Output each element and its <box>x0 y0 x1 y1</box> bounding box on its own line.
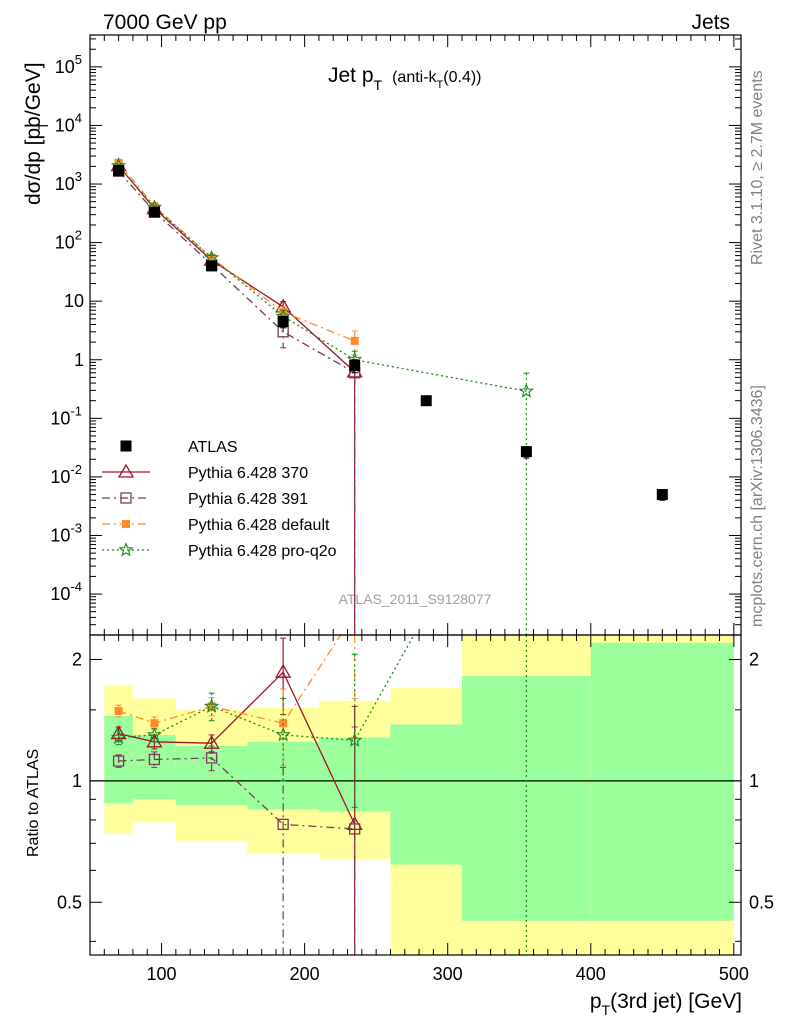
x-axis-label: pT(3rd jet) [GeV] <box>590 990 742 1018</box>
ratio-series-2-point <box>112 755 125 767</box>
legend-marker <box>118 541 134 557</box>
x-tick-label: 400 <box>576 964 606 984</box>
ratio-y-tick-label: 0.5 <box>749 892 774 912</box>
main-series-3-point <box>350 336 359 345</box>
y-tick-label: 10-4 <box>50 579 82 604</box>
ratio-series-4-point <box>347 732 363 747</box>
ratio-series-1-point <box>146 733 163 748</box>
xlabel-tail: (3rd jet) [GeV] <box>610 990 742 1013</box>
ratio-y-tick-label: 1 <box>749 771 759 791</box>
x-tick-label: 200 <box>290 964 320 984</box>
main-ylabel-text: dσ/dp [pb/GeV] <box>22 62 45 205</box>
main-series-3-line <box>118 162 355 342</box>
ratio-y-tick-label: 2 <box>72 649 82 669</box>
y-tick-label: 10 <box>64 291 84 311</box>
main-series-3-point <box>114 158 123 167</box>
main-ylabel: dσ/dp [pb/GeV] <box>22 62 45 205</box>
atlas-data-point <box>349 359 361 371</box>
ratio-series-2-point <box>349 823 361 835</box>
y-tick-label: 105 <box>55 52 82 77</box>
main-ylabel-sub: T <box>35 121 51 130</box>
inner-band-bin <box>590 642 734 921</box>
ratio-series-4-line <box>118 635 415 742</box>
ratio-uncertainty-bands <box>90 635 741 955</box>
ratio-series-4-point <box>275 726 291 742</box>
ratio-series-1-point <box>275 663 292 678</box>
ratio-ylabel: Ratio to ATLAS <box>25 749 42 857</box>
y-tick-label: 103 <box>55 169 82 194</box>
mcplots-label: mcplots.cern.ch [arXiv:1306.3436] <box>749 385 766 627</box>
atlas-data-point <box>420 395 432 407</box>
atlas-data-point <box>113 165 125 177</box>
ratio-axes: 100 200 300 400 500 0.5 0.5 1 1 2 2 <box>57 635 774 984</box>
ratio-y-tick-label: 1 <box>72 771 82 791</box>
main-series-4-line <box>118 165 527 392</box>
title-main: Jet p <box>328 64 374 87</box>
ratio-series-3-point <box>114 707 123 716</box>
ratio-series-3-point <box>207 702 216 711</box>
x-tick-label: 500 <box>719 964 749 984</box>
atlas-data-point <box>206 260 218 272</box>
ratio-series <box>110 634 530 955</box>
legend-marker <box>117 463 135 478</box>
ratio-series-3-point <box>150 719 159 728</box>
y-tick-label: 102 <box>55 228 82 253</box>
ratio-y-tick-label: 2 <box>749 649 759 669</box>
ratio-series-4-point <box>146 726 163 742</box>
main-series-1-line <box>118 165 356 373</box>
legend: ATLAS Pythia 6.428 370 Pythia 6.428 391 Pyt… <box>102 439 337 560</box>
legend-marker <box>122 520 130 528</box>
x-tick-label: 300 <box>433 964 463 984</box>
main-series-4-point <box>518 383 535 398</box>
energy-label: 7000 GeV pp <box>103 11 227 34</box>
ratio-series-1-point <box>110 725 127 740</box>
atlas-data-point <box>148 206 160 218</box>
atlas-data-point <box>520 446 532 458</box>
title-sub: T <box>374 77 383 93</box>
main-series <box>110 157 668 635</box>
xlabel-main: p <box>590 990 602 1013</box>
rivet-label: Rivet 3.1.10, ≥ 2.7M events <box>749 70 766 265</box>
analysis-watermark: ATLAS_2011_S9128077 <box>339 591 492 607</box>
inner-band-bin <box>462 675 591 921</box>
legend-label: Pythia 6.428 391 <box>188 491 308 508</box>
ratio-y-tick-label: 0.5 <box>57 892 82 912</box>
legend-label: Pythia 6.428 pro-q2o <box>188 543 337 560</box>
ratio-series-2-line <box>118 757 355 830</box>
atlas-data-point <box>277 315 289 327</box>
legend-marker <box>120 440 132 452</box>
ratio-series-4-point <box>203 698 220 713</box>
legend-label: Pythia 6.428 370 <box>188 465 308 482</box>
y-tick-label: 10-1 <box>50 403 82 428</box>
legend-label: ATLAS <box>188 439 238 456</box>
ratio-series-3-point <box>279 719 288 728</box>
inner-band-bin <box>390 724 462 865</box>
ratio-series-2-point <box>277 818 289 831</box>
y-tick-label: 10-3 <box>50 520 82 545</box>
x-tick-label: 100 <box>147 964 177 984</box>
legend-label: Pythia 6.428 default <box>188 517 330 534</box>
legend-marker <box>120 492 132 504</box>
title-tail-end: (0.4)) <box>443 69 481 86</box>
y-tick-label: 10-2 <box>50 462 82 487</box>
title-tail: (anti-k <box>392 69 437 86</box>
title-tail-sub: T <box>437 79 444 91</box>
ratio-series-2-point <box>148 753 161 766</box>
y-tick-label: 1 <box>74 350 84 370</box>
category-label: Jets <box>691 11 730 34</box>
xlabel-sub: T <box>602 1002 611 1018</box>
y-tick-label: 104 <box>55 110 82 135</box>
ratio-series-2-point <box>205 752 218 764</box>
inner-band-bin <box>175 746 248 806</box>
atlas-data-point <box>656 489 668 501</box>
ratio-series-4-point <box>110 729 127 745</box>
ratio-frame <box>89 634 742 956</box>
main-title: Jet pT (anti-kT(0.4)) <box>328 64 482 93</box>
